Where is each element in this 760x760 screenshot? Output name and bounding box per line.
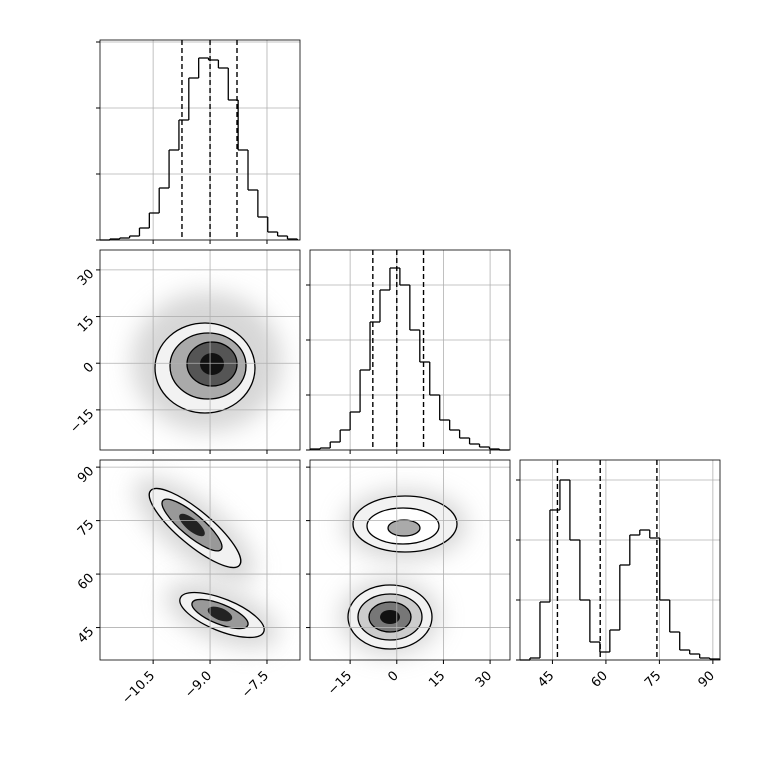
panel-frame — [309, 459, 511, 661]
x-tick-label: 45 — [535, 668, 557, 690]
density-decoration — [132, 292, 467, 655]
y-tick-label: 90 — [75, 464, 97, 486]
panel-frame — [309, 249, 511, 451]
x-tick-label: 60 — [589, 668, 611, 690]
x-tick-label: 30 — [473, 668, 495, 690]
x-tick-label: −9.0 — [182, 668, 215, 701]
x-tick-label: −15 — [325, 668, 355, 698]
x-tick-label: 15 — [426, 668, 448, 690]
panel-frame — [519, 459, 721, 661]
x-tick-label: 90 — [696, 668, 718, 690]
y-tick-label: 30 — [75, 267, 97, 289]
x-tick-label: 0 — [385, 668, 401, 684]
panel-frame — [99, 459, 301, 661]
y-tick-label: 75 — [75, 517, 97, 539]
x-tick-label: −7.5 — [239, 668, 272, 701]
panel-frame — [99, 249, 301, 451]
y-tick-label: −15 — [67, 407, 97, 437]
y-tick-label: 15 — [75, 313, 97, 335]
panel-frame — [99, 39, 301, 241]
y-tick-label: 0 — [81, 360, 97, 376]
x-tick-label: −10.5 — [119, 668, 158, 707]
x-tick-label: 75 — [642, 668, 664, 690]
y-tick-label: 45 — [75, 624, 97, 646]
y-tick-label: 60 — [75, 571, 97, 593]
